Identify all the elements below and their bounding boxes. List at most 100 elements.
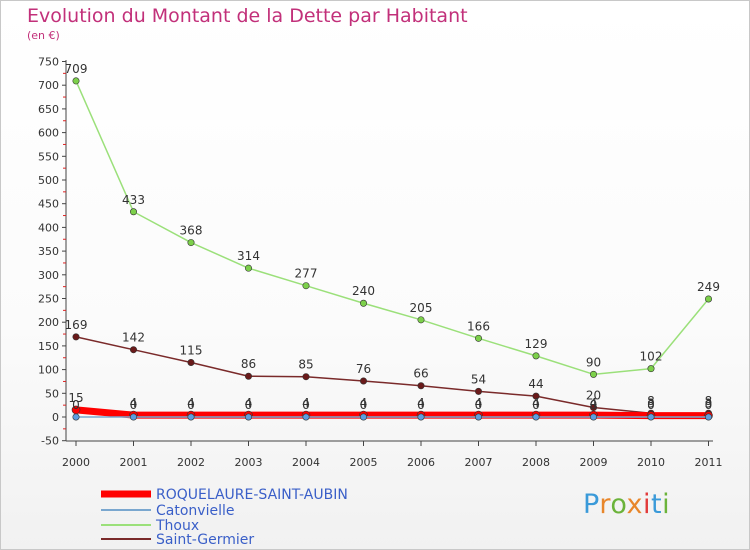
legend-label: ROQUELAURE-SAINT-AUBIN [156, 487, 348, 503]
data-point [187, 239, 195, 247]
data-label: 8 [705, 394, 713, 408]
data-point [130, 346, 138, 354]
series-line-3 [75, 336, 709, 414]
logo-letter: r [599, 489, 611, 520]
data-label: 0 [130, 398, 138, 412]
series-line-2 [75, 80, 710, 376]
data-label: 368 [180, 224, 203, 238]
y-tick-label: 0 [52, 411, 59, 424]
data-point [532, 352, 540, 360]
y-tick-label: 450 [38, 198, 59, 211]
data-point [647, 413, 655, 421]
data-point [589, 413, 597, 421]
data-label: 3 [705, 397, 713, 411]
data-label: 4 [360, 396, 368, 410]
x-tick-label: 2003 [235, 456, 263, 469]
x-tick-label: 2011 [695, 456, 723, 469]
data-label: 0 [532, 398, 540, 412]
data-label: 205 [410, 301, 433, 315]
data-point [359, 377, 367, 385]
y-tick-label: 600 [38, 127, 59, 140]
logo-letter: i [643, 489, 652, 520]
data-point [187, 413, 195, 421]
data-label: 86 [241, 357, 256, 371]
chart-title: Evolution du Montant de la Dette par Hab… [27, 5, 468, 27]
data-point [589, 370, 597, 378]
data-label: 3 [647, 397, 655, 411]
x-tick-label: 2005 [350, 456, 378, 469]
x-tick-label: 2002 [177, 456, 205, 469]
data-point [704, 295, 712, 303]
data-label: 15 [68, 391, 83, 405]
data-point [245, 413, 253, 421]
logo-letter: x [626, 489, 644, 520]
data-label: 66 [413, 367, 428, 381]
data-label: 115 [180, 343, 203, 357]
data-label: 4 [532, 396, 540, 410]
data-point [130, 208, 138, 216]
x-tick-label: 2006 [407, 456, 435, 469]
data-label: 129 [525, 337, 548, 351]
legend: ROQUELAURE-SAINT-AUBINCatonvielleThouxSa… [101, 487, 348, 548]
legend-label: Saint-Germier [156, 532, 254, 548]
y-tick-label: 700 [38, 79, 59, 92]
data-label: 20 [586, 389, 601, 403]
data-point [245, 372, 253, 380]
x-tick-label: 2009 [580, 456, 608, 469]
data-label: 709 [65, 62, 88, 76]
data-point [359, 413, 367, 421]
x-tick-label: 2001 [120, 456, 148, 469]
y-tick-label: 750 [38, 56, 59, 69]
data-label: 142 [122, 331, 145, 345]
data-label: 277 [295, 267, 318, 281]
x-tick-label: 2008 [522, 456, 550, 469]
data-point [72, 413, 80, 421]
data-label: 54 [471, 372, 486, 386]
data-point [532, 413, 540, 421]
y-tick-label: -50 [41, 435, 59, 448]
data-label: 4 [475, 396, 483, 410]
y-tick-label: 650 [38, 103, 59, 116]
data-label: 0 [187, 398, 195, 412]
data-point [704, 413, 712, 421]
data-label: 0 [647, 398, 655, 412]
series-line-0 [75, 406, 709, 420]
data-label: 0 [475, 398, 483, 412]
logo-letter: t [651, 489, 663, 520]
data-label: 4 [245, 396, 253, 410]
data-point [302, 373, 310, 381]
series-layer [71, 77, 713, 421]
legend-label: Thoux [155, 518, 199, 534]
data-point [474, 387, 482, 395]
data-label: 240 [352, 284, 375, 298]
data-label: 314 [237, 249, 260, 263]
legend-label: Catonvielle [156, 503, 234, 519]
data-label: 0 [417, 398, 425, 412]
data-point [589, 404, 597, 412]
y-tick-label: 200 [38, 316, 59, 329]
data-label: 4 [417, 396, 425, 410]
y-tick-label: 50 [45, 387, 59, 400]
data-labels: 15 4 4 4 4 4 4 4 4 4 3 30 0 0 0 0 0 0 0 0 0 0 0709433368314277… [65, 62, 720, 412]
data-label: 4 [590, 396, 598, 410]
data-point [245, 264, 253, 272]
data-label: 8 [647, 394, 655, 408]
data-label: 0 [302, 398, 310, 412]
data-label: 76 [356, 362, 371, 376]
y-tick-label: 150 [38, 340, 59, 353]
data-label: 166 [467, 319, 490, 333]
data-label: 169 [65, 318, 88, 332]
data-label: 4 [302, 396, 310, 410]
data-label: 4 [130, 396, 138, 410]
data-label: 0 [590, 398, 598, 412]
data-point [302, 282, 310, 290]
chart-subtitle: (en €) [27, 29, 60, 42]
data-point [72, 333, 80, 341]
data-point [474, 413, 482, 421]
data-label: 4 [187, 396, 195, 410]
data-point [187, 358, 195, 366]
data-point [417, 413, 425, 421]
x-tick-label: 2010 [637, 456, 665, 469]
